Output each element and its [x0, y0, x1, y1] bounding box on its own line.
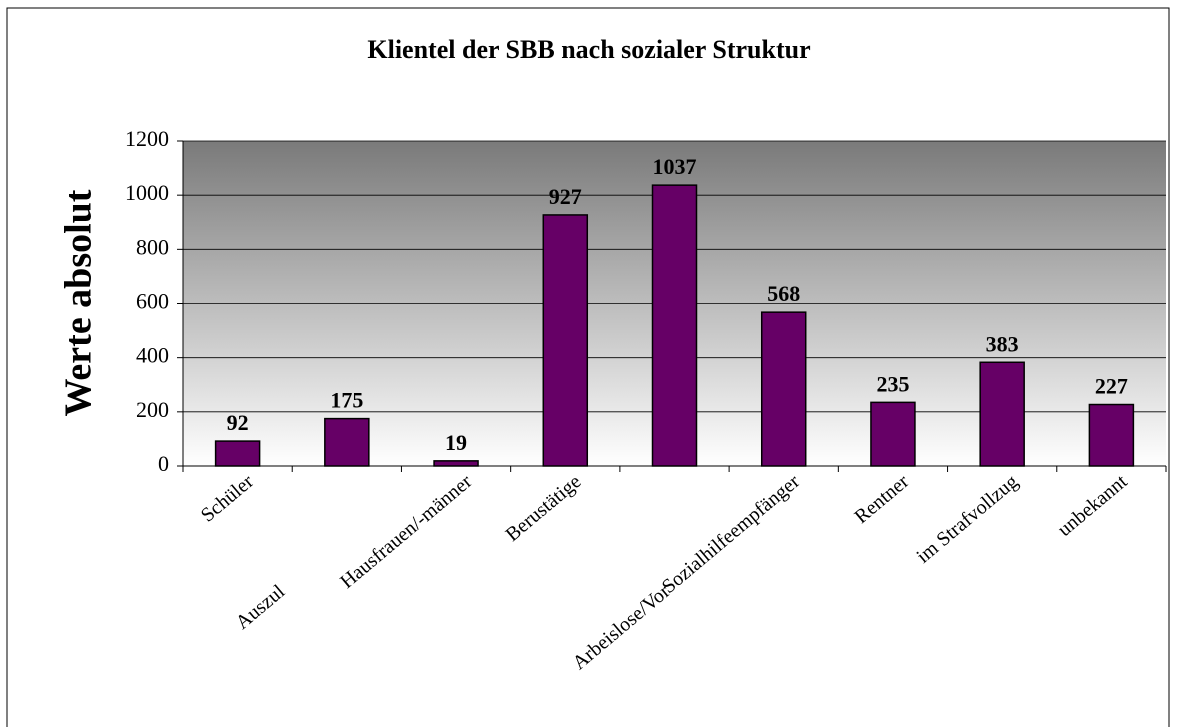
chart-title: Klientel der SBB nach sozialer Struktur	[367, 35, 810, 64]
bar	[870, 401, 916, 467]
value-label: 927	[549, 184, 582, 209]
bar	[1088, 403, 1135, 467]
x-tick-label: Sozialhilfeempfänger	[658, 470, 804, 598]
y-tick-label: 400	[136, 343, 169, 368]
frame	[6, 7, 1170, 727]
x-tick-label: Berustätige	[502, 470, 586, 545]
y-tick-label: 1200	[125, 126, 169, 151]
bar	[651, 184, 698, 467]
x-tick-label: Schüler	[197, 470, 258, 526]
value-label: 227	[1095, 374, 1128, 399]
x-tick-label: Hausfrauen/-männer	[336, 470, 476, 593]
bar	[324, 417, 370, 467]
x-tick-label: unbekannt	[1054, 470, 1132, 541]
value-label: 235	[876, 371, 909, 396]
x-tick-label: Rentner	[850, 470, 913, 528]
value-label: 1037	[653, 154, 697, 179]
x-tick-label: Arbeislose/Vor	[568, 580, 674, 674]
x-tick-label: Auszul	[232, 580, 290, 634]
y-tick-label: 0	[158, 451, 169, 476]
value-label: 568	[767, 281, 800, 306]
y-tick-label: 600	[136, 289, 169, 314]
bar	[542, 214, 589, 467]
y-tick-label: 800	[136, 234, 169, 259]
y-axis-title: Werte absolut	[58, 189, 100, 416]
value-label: 92	[227, 410, 249, 435]
value-label: 175	[330, 388, 363, 413]
y-tick-label: 1000	[125, 180, 169, 205]
bar	[214, 440, 261, 467]
x-tick-label: im Strafvollzug	[912, 470, 1022, 567]
bar	[433, 460, 479, 467]
value-label: 19	[445, 430, 467, 455]
bar	[979, 361, 1025, 467]
bar	[760, 311, 807, 467]
y-tick-label: 200	[136, 397, 169, 422]
value-label: 383	[986, 331, 1019, 356]
